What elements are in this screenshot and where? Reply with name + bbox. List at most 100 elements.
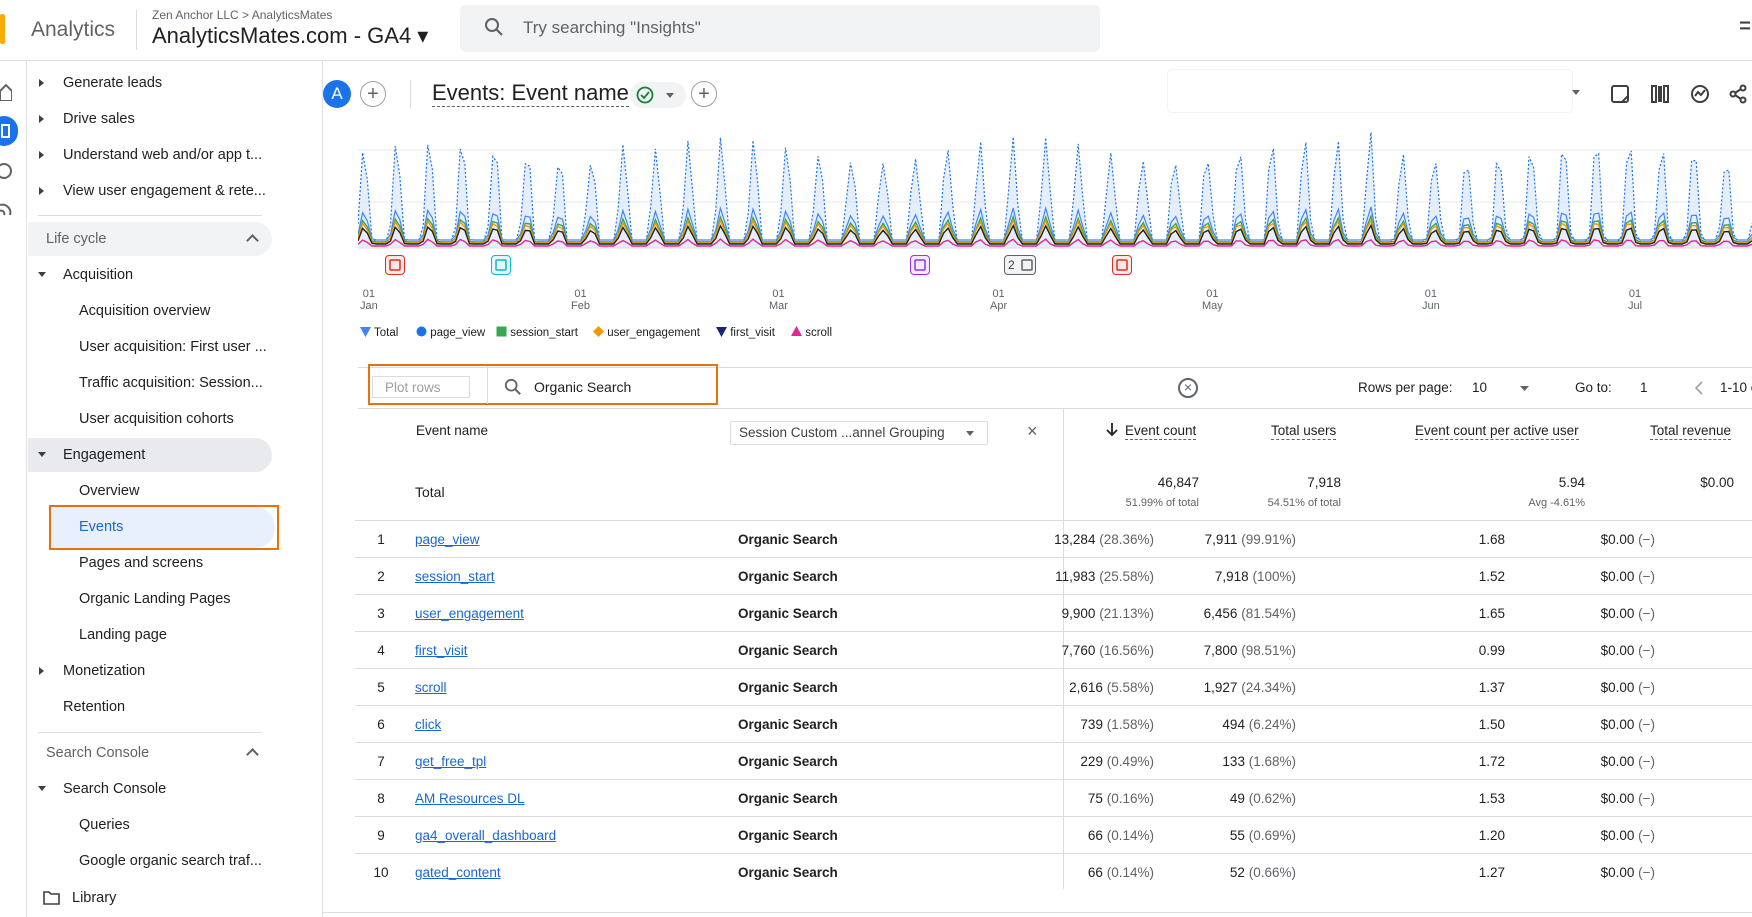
table-search-input[interactable]: Organic Search: [534, 379, 632, 395]
secondary-dimension-select[interactable]: Session Custom ...annel Grouping: [730, 421, 988, 445]
event-name-link[interactable]: get_free_tpl: [415, 754, 487, 769]
annotation-marker[interactable]: [491, 255, 511, 275]
nav-queries[interactable]: Queries: [79, 817, 130, 833]
expand-icon[interactable]: [39, 667, 44, 675]
expand-icon[interactable]: [39, 115, 44, 123]
legend-total[interactable]: Total: [360, 326, 398, 339]
nav-understand-traffic[interactable]: Understand web and/or app t...: [63, 147, 263, 163]
col-header-total-revenue[interactable]: Total revenue: [1650, 423, 1732, 440]
collapse-icon[interactable]: [38, 272, 46, 277]
event-name-link[interactable]: session_start: [415, 569, 495, 584]
remove-dimension-icon[interactable]: ×: [1027, 421, 1038, 441]
nav-google-organic-search[interactable]: Google organic search traf...: [79, 853, 262, 869]
nav-engagement-overview[interactable]: Overview: [79, 483, 140, 499]
insights-icon[interactable]: [1690, 84, 1710, 104]
legend-page-view[interactable]: page_view: [416, 326, 485, 339]
nav-search-console[interactable]: Search Console: [63, 781, 167, 797]
nav-acquisition[interactable]: Acquisition: [63, 267, 134, 283]
col-header-event-name[interactable]: Event name: [416, 423, 489, 438]
revenue-value: $0.00 (−): [1600, 754, 1655, 769]
nav-user-acquisition-cohorts[interactable]: User acquisition cohorts: [79, 411, 234, 427]
share-icon[interactable]: [1728, 84, 1748, 104]
collapse-chevron-icon[interactable]: [246, 748, 259, 761]
nav-engagement[interactable]: Engagement: [63, 447, 146, 463]
nav-monetization[interactable]: Monetization: [63, 663, 146, 679]
annotation-marker[interactable]: [910, 255, 930, 275]
plot-rows-button[interactable]: Plot rows: [372, 376, 470, 398]
expand-icon[interactable]: [39, 151, 44, 159]
explore-icon[interactable]: [0, 161, 14, 181]
sort-descending-icon[interactable]: [1106, 423, 1118, 437]
search-icon: [485, 18, 503, 36]
comparison-avatar[interactable]: A: [323, 80, 351, 108]
legend-scroll[interactable]: scroll: [791, 326, 832, 339]
account-breadcrumb[interactable]: Zen Anchor LLC > AnalyticsMates: [152, 8, 333, 22]
legend-user-engagement[interactable]: user_engagement: [593, 326, 700, 339]
collapse-icon[interactable]: [38, 786, 46, 791]
property-selector[interactable]: AnalyticsMates.com - GA4 ▾: [152, 23, 429, 48]
annotation-count: 2: [1008, 258, 1015, 272]
nav-library[interactable]: Library: [72, 890, 117, 906]
reports-icon[interactable]: [0, 116, 18, 146]
goto-page-input[interactable]: 1: [1640, 380, 1648, 395]
app-name: Analytics: [31, 18, 116, 41]
events-line-chart[interactable]: [358, 120, 1752, 260]
rows-dropdown-arrow-icon[interactable]: [1520, 386, 1529, 391]
nav-user-engagement[interactable]: View user engagement & rete...: [63, 183, 266, 199]
report-status-pill[interactable]: [630, 82, 686, 108]
nav-drive-sales[interactable]: Drive sales: [63, 111, 135, 127]
rows-per-page-select[interactable]: 10: [1472, 380, 1488, 395]
nav-pages-and-screens[interactable]: Pages and screens: [79, 555, 204, 571]
col-header-event-count[interactable]: Event count: [1125, 423, 1197, 440]
expand-icon[interactable]: [39, 187, 44, 195]
home-icon[interactable]: [0, 83, 12, 101]
event-count-value: 229 (0.49%): [1080, 754, 1154, 769]
previous-page-icon[interactable]: [1694, 381, 1704, 395]
col-header-total-users[interactable]: Total users: [1271, 423, 1337, 440]
nav-organic-landing-pages[interactable]: Organic Landing Pages: [79, 591, 231, 607]
nav-traffic-acquisition[interactable]: Traffic acquisition: Session...: [79, 375, 263, 391]
event-name-link[interactable]: page_view: [415, 532, 480, 547]
total-users-share: 54.51% of total: [1267, 497, 1341, 509]
nav-landing-page[interactable]: Landing page: [79, 627, 167, 643]
event-name-link[interactable]: user_engagement: [415, 606, 524, 621]
event-name-link[interactable]: click: [415, 717, 442, 732]
x-tick-label: 01 Jun: [1422, 288, 1440, 312]
add-comparison-button[interactable]: +: [360, 81, 386, 107]
edit-comparisons-icon[interactable]: [1610, 84, 1630, 104]
report-title[interactable]: Events: Event name: [432, 80, 629, 107]
search-console-section-header[interactable]: Search Console: [46, 745, 150, 761]
total-users: 7,918: [1307, 475, 1341, 490]
event-name-link[interactable]: ga4_overall_dashboard: [415, 828, 557, 843]
customize-report-icon[interactable]: [1650, 84, 1670, 104]
add-filter-button[interactable]: +: [691, 81, 717, 107]
collapse-icon[interactable]: [38, 452, 46, 457]
lifecycle-section-header[interactable]: Life cycle: [46, 231, 107, 247]
nav-acquisition-overview[interactable]: Acquisition overview: [79, 303, 211, 319]
search-input[interactable]: [460, 5, 1100, 52]
event-name-link[interactable]: AM Resources DL: [415, 791, 525, 806]
annotation-marker[interactable]: [385, 255, 405, 275]
event-name-link[interactable]: first_visit: [415, 643, 468, 658]
nav-user-acquisition[interactable]: User acquisition: First user ...: [79, 339, 267, 355]
expand-icon[interactable]: [39, 79, 44, 87]
annotation-group-marker[interactable]: 2: [1004, 255, 1036, 275]
x-tick-label: 01 Jan: [360, 288, 378, 312]
date-range-selector[interactable]: [1168, 70, 1572, 112]
total-users-value: 52 (0.66%): [1229, 865, 1296, 880]
nav-generate-leads[interactable]: Generate leads: [63, 75, 163, 91]
clear-search-icon[interactable]: ×: [1178, 378, 1198, 398]
advertising-icon[interactable]: [0, 201, 14, 221]
total-revenue: $0.00: [1700, 475, 1734, 490]
event-name-link[interactable]: scroll: [415, 680, 447, 695]
nav-events[interactable]: Events: [79, 519, 124, 535]
legend-session-start[interactable]: session_start: [496, 326, 578, 339]
event-name-link[interactable]: gated_content: [415, 865, 501, 880]
menu-icon[interactable]: [1740, 20, 1750, 38]
legend-first-visit[interactable]: first_visit: [716, 326, 775, 339]
col-header-event-count-per-user[interactable]: Event count per active user: [1415, 423, 1579, 440]
date-dropdown-arrow-icon[interactable]: [1572, 90, 1580, 95]
annotation-marker[interactable]: [1112, 255, 1132, 275]
nav-retention[interactable]: Retention: [63, 699, 126, 715]
per-user-value: 1.50: [1478, 717, 1505, 732]
